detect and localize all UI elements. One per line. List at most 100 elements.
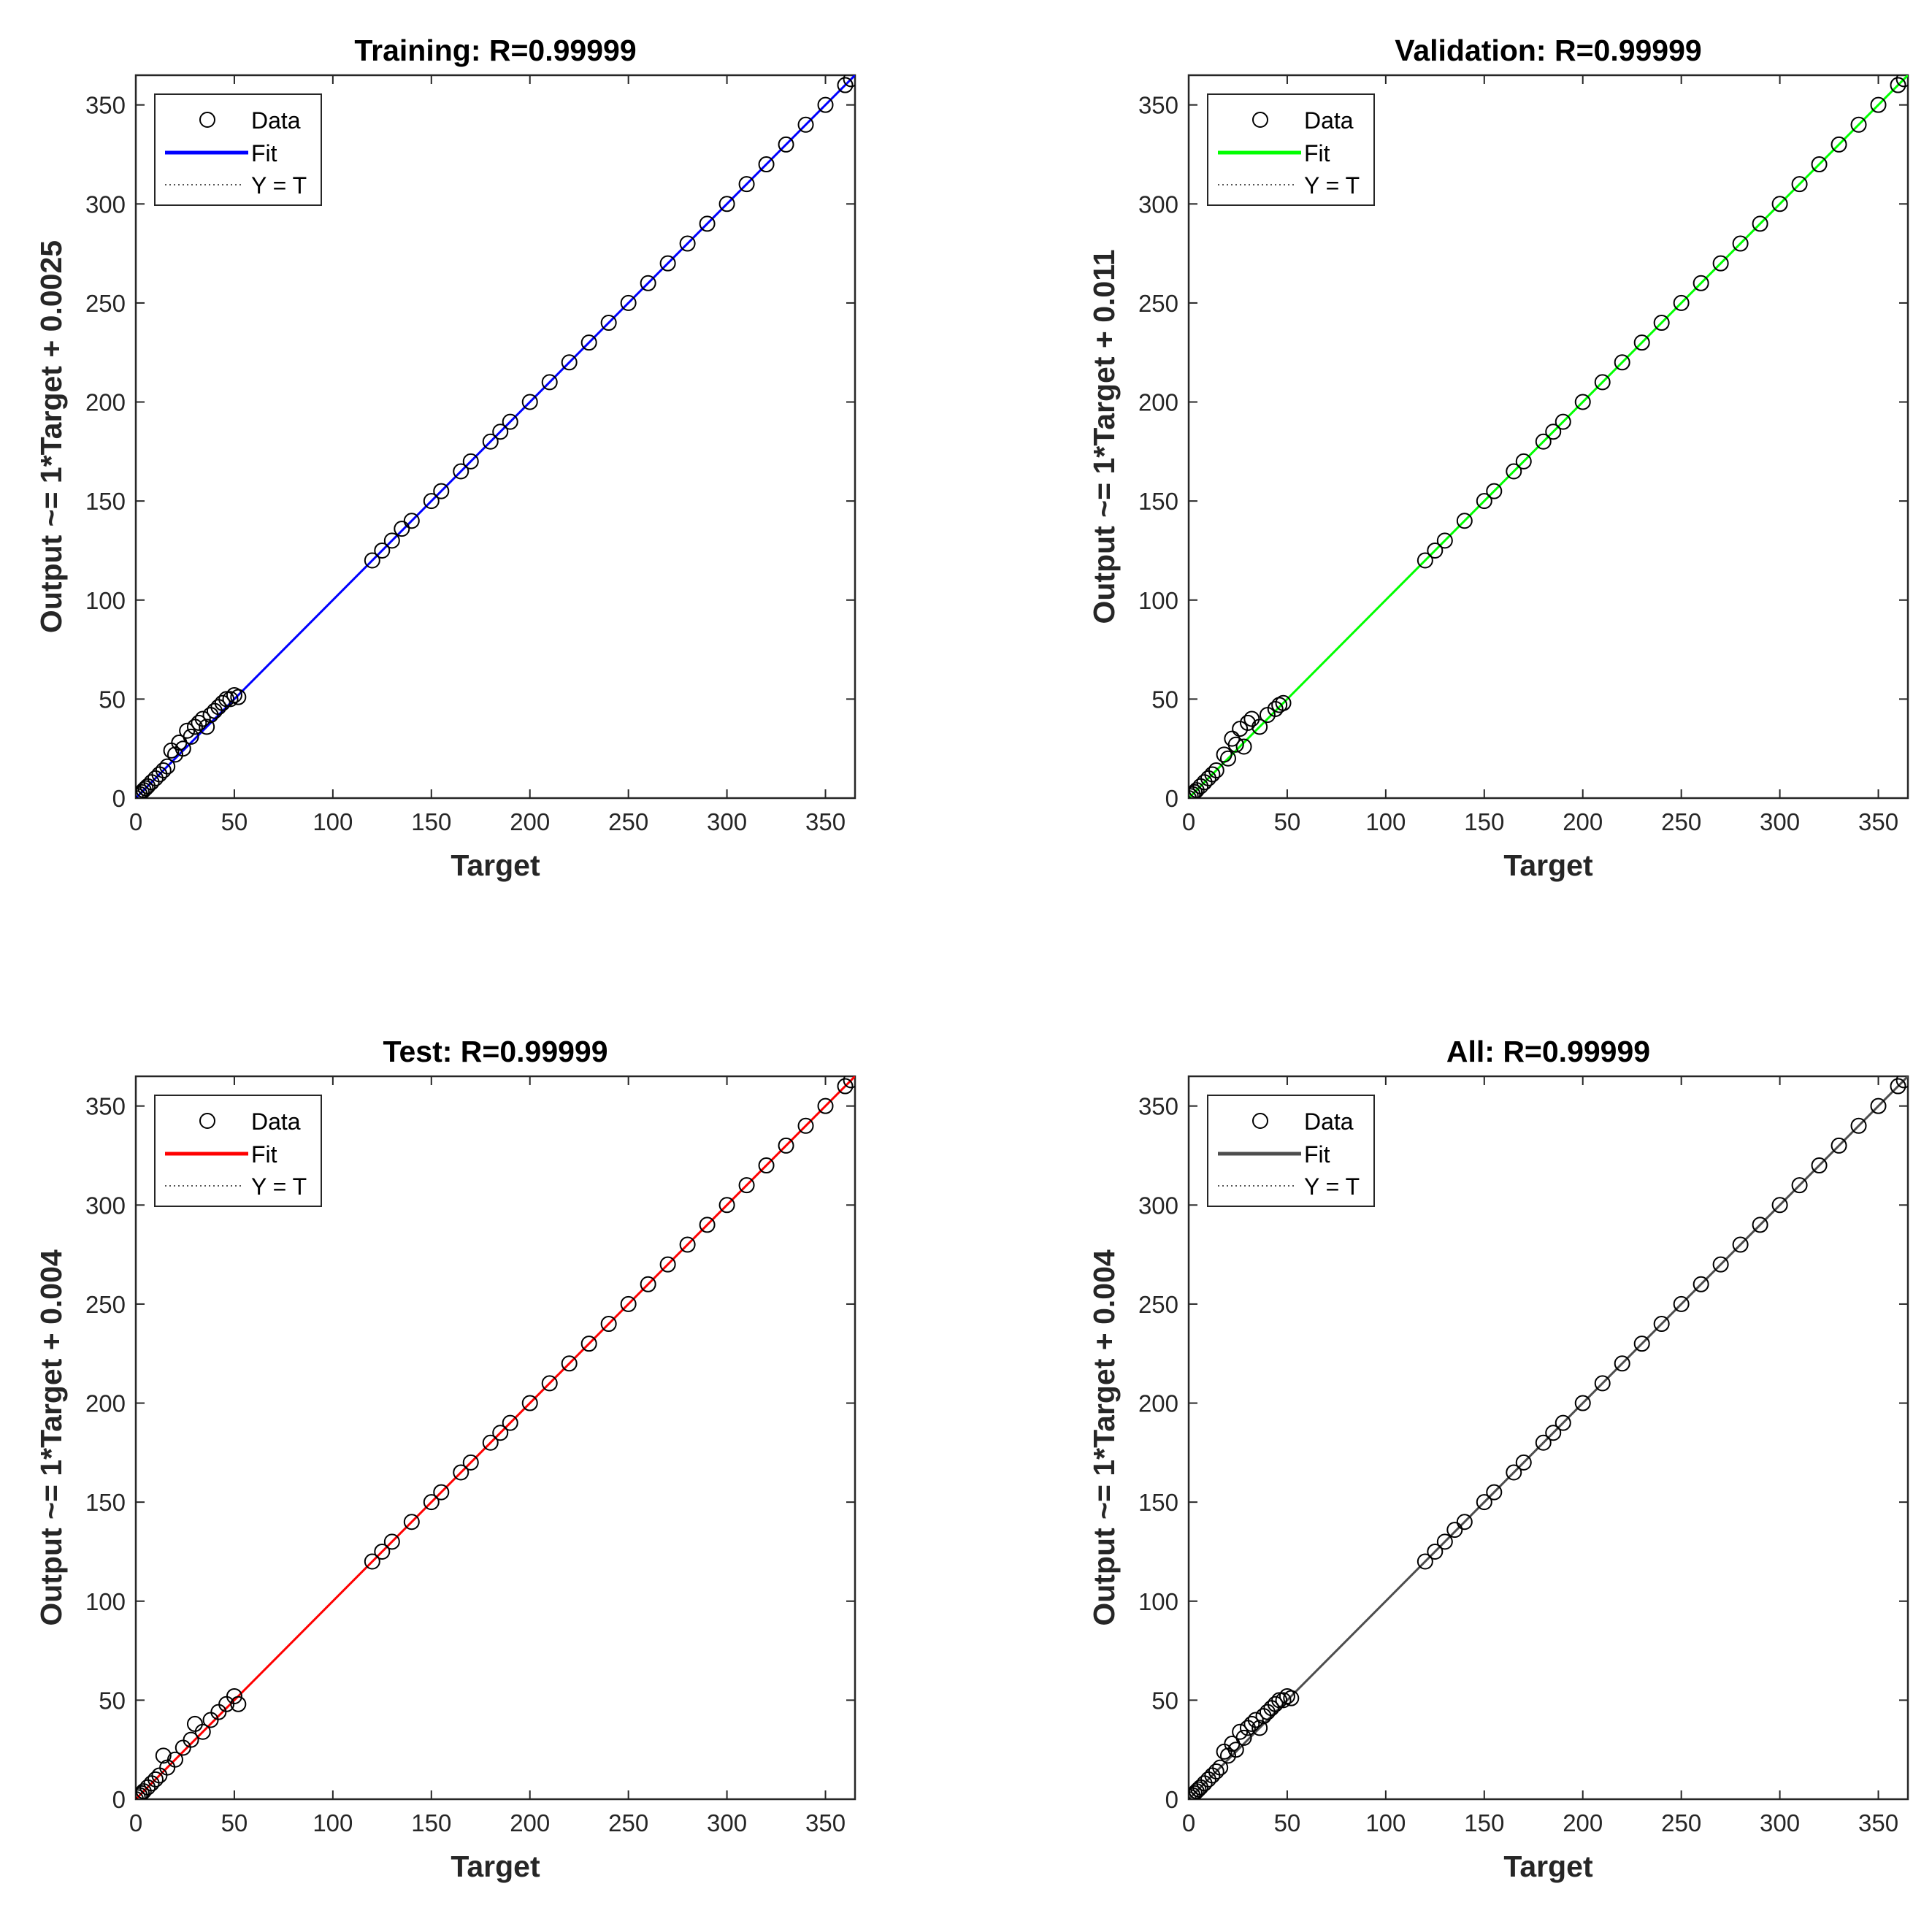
data-point <box>580 1336 597 1352</box>
data-point <box>1693 275 1709 291</box>
data-point <box>1476 1494 1492 1511</box>
data-point <box>1574 394 1591 410</box>
y-tick-label: 350 <box>85 1093 126 1120</box>
regression-panel-3: 0 50 100 150 200 250 300 350 0 50 100 150 200 250 300 3… <box>34 1035 856 1883</box>
data-point <box>1555 1414 1571 1431</box>
x-axis-label: Target <box>1503 1850 1593 1883</box>
data-point <box>374 542 391 559</box>
plot-area <box>136 75 855 798</box>
data-point <box>492 424 509 440</box>
legend-box <box>1207 93 1375 206</box>
y-tick-label: 150 <box>1138 488 1178 515</box>
data-point <box>561 1355 578 1372</box>
data-point <box>679 235 696 252</box>
y-tick-label: 200 <box>1138 1390 1178 1417</box>
data-point <box>1216 746 1233 763</box>
y-tick-label: 0 <box>1165 1786 1178 1813</box>
data-point <box>183 728 199 745</box>
x-tick-label: 300 <box>707 808 747 835</box>
y-axis-label: Output ~= 1*Target + 0.004 <box>34 1249 68 1626</box>
plot-area <box>136 1076 855 1799</box>
data-point <box>147 1771 164 1788</box>
data-point <box>659 1256 676 1273</box>
data-point <box>659 255 676 272</box>
x-tick-label: 50 <box>1274 808 1301 835</box>
data-point <box>175 740 191 757</box>
x-tick-label: 300 <box>1760 808 1800 835</box>
legend-data-label: Data <box>1304 1108 1354 1135</box>
data-point <box>1850 1117 1867 1134</box>
data-point <box>640 1276 656 1292</box>
regression-panel-4: 0 50 100 150 200 250 300 350 0 50 100 150 200 250 300 3… <box>1087 1035 1909 1883</box>
data-point <box>1456 1514 1473 1530</box>
data-point <box>679 1236 696 1253</box>
data-point <box>1653 1316 1670 1333</box>
data-point <box>1486 483 1503 499</box>
data-point <box>1456 513 1473 529</box>
data-point <box>778 1137 794 1154</box>
legend-fit-label: Fit <box>251 140 277 166</box>
data-point <box>1752 1217 1768 1233</box>
data-point <box>383 532 400 549</box>
data-point <box>1771 196 1788 212</box>
data-point <box>1831 1137 1847 1154</box>
data-point <box>1545 424 1562 440</box>
y-tick-label: 50 <box>1151 686 1178 713</box>
y-tick-label: 250 <box>85 290 126 317</box>
data-point <box>1239 714 1256 731</box>
x-tick-label: 350 <box>1858 808 1898 835</box>
x-tick-label: 100 <box>313 808 353 835</box>
data-point <box>1811 1157 1828 1174</box>
data-point <box>191 714 207 731</box>
data-point <box>453 463 469 480</box>
data-point <box>521 394 538 410</box>
data-point <box>1594 1375 1611 1392</box>
data-point <box>1633 1336 1650 1352</box>
legend-data-label: Data <box>251 1108 301 1135</box>
data-point <box>1693 1276 1709 1292</box>
data-point <box>159 758 176 775</box>
data-point <box>1831 136 1847 153</box>
data-point <box>541 1375 558 1392</box>
data-point <box>1890 77 1906 93</box>
y-tick-label: 100 <box>85 1588 126 1615</box>
data-point <box>1271 1692 1288 1709</box>
data-point <box>1208 1763 1224 1780</box>
data-point <box>1771 1197 1788 1214</box>
data-point <box>521 1395 538 1411</box>
data-point <box>1212 1759 1229 1776</box>
data-point <box>1227 736 1244 753</box>
data-point <box>1486 1484 1503 1501</box>
data-point <box>462 453 479 470</box>
data-point <box>600 315 617 332</box>
data-point <box>1446 1522 1463 1539</box>
data-point <box>1204 766 1221 783</box>
data-point <box>699 1217 716 1233</box>
data-point <box>1275 694 1292 711</box>
data-point <box>218 691 235 708</box>
data-point <box>1574 1395 1591 1411</box>
data-point <box>230 1696 247 1712</box>
data-point <box>1545 1425 1562 1441</box>
data-point <box>758 1157 775 1174</box>
y-tick-label: 0 <box>112 785 126 812</box>
x-tick-label: 350 <box>805 1809 846 1836</box>
data-point <box>1235 1729 1252 1746</box>
legend-reference-label: Y = T <box>1304 172 1360 199</box>
data-point <box>1653 315 1670 332</box>
x-tick-label: 350 <box>805 808 846 835</box>
data-point <box>1870 1097 1887 1114</box>
data-point <box>600 1316 617 1333</box>
y-tick-label: 300 <box>1138 1192 1178 1219</box>
x-tick-label: 250 <box>608 808 648 835</box>
chart-title: Test: R=0.99999 <box>383 1035 607 1068</box>
y-axis-label: Output ~= 1*Target + 0.011 <box>1087 249 1121 624</box>
y-axis-label: Output ~= 1*Target + 0.004 <box>1087 1249 1121 1626</box>
data-point <box>1208 762 1224 779</box>
data-point <box>136 783 150 798</box>
y-tick-label: 250 <box>1138 290 1178 317</box>
data-point <box>1417 1553 1433 1570</box>
data-point <box>758 156 775 173</box>
data-point <box>1506 463 1522 480</box>
